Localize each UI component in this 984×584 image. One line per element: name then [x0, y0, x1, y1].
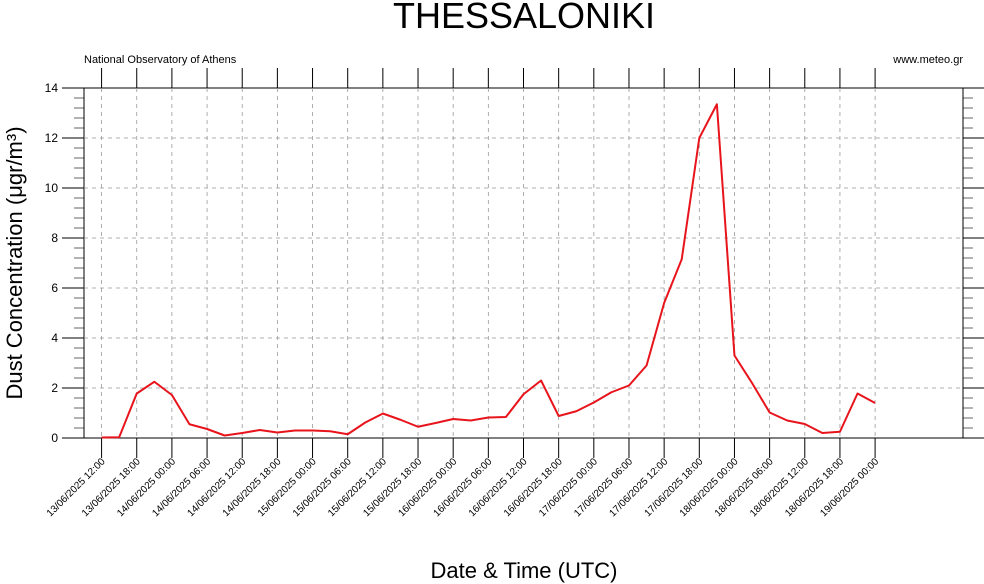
y-tick-label: 10 — [45, 181, 59, 195]
y-tick-label: 0 — [51, 431, 58, 445]
x-tick-label: 13/06/2025 12:00 — [45, 456, 108, 519]
y-tick-label: 4 — [51, 331, 58, 345]
y-tick-label: 14 — [45, 81, 59, 95]
y-tick-label: 2 — [51, 381, 58, 395]
data-line — [101, 103, 876, 439]
y-tick-label: 8 — [51, 231, 58, 245]
chart-title: THESSALONIKI — [393, 0, 655, 36]
source-left: National Observatory of Athens — [84, 54, 237, 66]
y-tick-label: 6 — [51, 281, 58, 295]
source-right: www.meteo.gr — [892, 54, 963, 66]
x-axis-label: Date & Time (UTC) — [430, 558, 617, 583]
y-tick-label: 12 — [45, 131, 59, 145]
y-axis-label: Dust Concentration (μgr/m³) — [2, 126, 27, 399]
